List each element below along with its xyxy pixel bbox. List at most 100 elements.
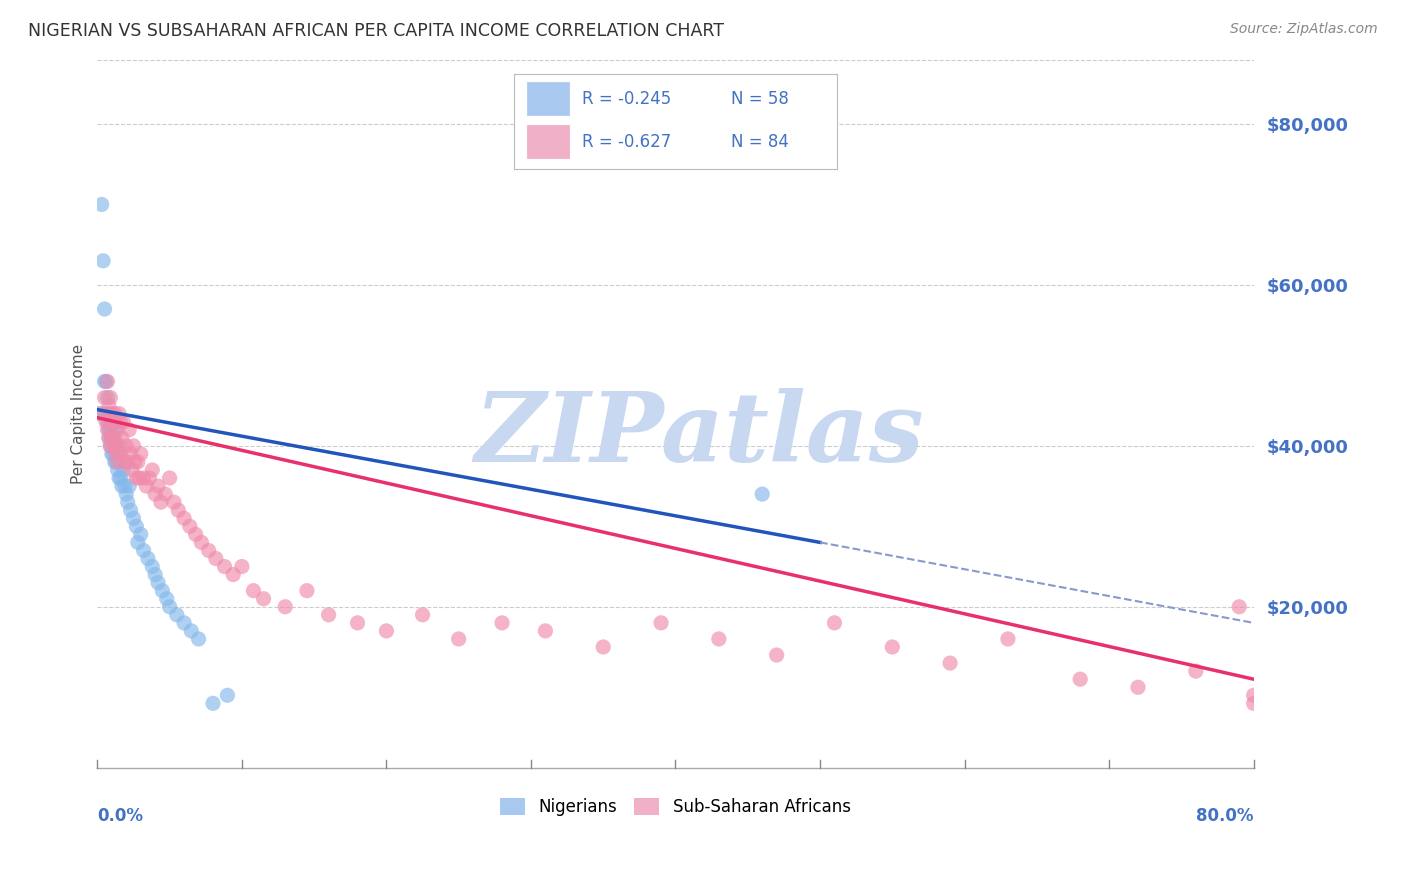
Point bbox=[997, 632, 1019, 646]
Point bbox=[103, 415, 125, 429]
Point bbox=[136, 551, 159, 566]
Point bbox=[824, 615, 846, 630]
Point bbox=[104, 455, 127, 469]
Point bbox=[1126, 680, 1149, 694]
Point bbox=[97, 399, 120, 413]
Point bbox=[90, 407, 112, 421]
Point bbox=[107, 455, 129, 469]
Point bbox=[105, 439, 128, 453]
Point bbox=[104, 431, 127, 445]
Point bbox=[129, 447, 152, 461]
Point bbox=[112, 415, 135, 429]
Point bbox=[97, 407, 120, 421]
Point bbox=[104, 439, 127, 453]
Point bbox=[111, 479, 134, 493]
Point bbox=[97, 431, 120, 445]
Point bbox=[197, 543, 219, 558]
Point bbox=[146, 575, 169, 590]
Point bbox=[231, 559, 253, 574]
Point bbox=[180, 624, 202, 638]
Point bbox=[107, 423, 129, 437]
Point bbox=[707, 632, 730, 646]
Point bbox=[295, 583, 318, 598]
Point bbox=[94, 407, 117, 421]
Point bbox=[375, 624, 398, 638]
Text: 80.0%: 80.0% bbox=[1197, 806, 1254, 824]
Point bbox=[120, 447, 142, 461]
Text: ZIPatlas: ZIPatlas bbox=[474, 388, 924, 482]
Point bbox=[110, 447, 132, 461]
Point bbox=[108, 407, 131, 421]
Point bbox=[96, 415, 118, 429]
Point bbox=[173, 511, 195, 525]
Point bbox=[173, 615, 195, 630]
Point bbox=[104, 407, 127, 421]
Point bbox=[214, 559, 236, 574]
Y-axis label: Per Capita Income: Per Capita Income bbox=[72, 343, 86, 483]
Point bbox=[101, 447, 124, 461]
Point bbox=[118, 479, 141, 493]
Point bbox=[412, 607, 434, 622]
Point bbox=[98, 423, 121, 437]
Point bbox=[132, 543, 155, 558]
Point bbox=[111, 431, 134, 445]
Point bbox=[101, 431, 124, 445]
Point bbox=[534, 624, 557, 638]
Point bbox=[222, 567, 245, 582]
Point bbox=[141, 463, 163, 477]
Point bbox=[98, 439, 121, 453]
Point bbox=[115, 487, 138, 501]
Point bbox=[118, 423, 141, 437]
Point bbox=[108, 447, 131, 461]
Point bbox=[103, 431, 125, 445]
Point bbox=[98, 415, 121, 429]
Point bbox=[107, 439, 129, 453]
Legend: Nigerians, Sub-Saharan Africans: Nigerians, Sub-Saharan Africans bbox=[494, 791, 858, 823]
Point bbox=[1243, 688, 1265, 702]
Point bbox=[121, 463, 143, 477]
Text: Source: ZipAtlas.com: Source: ZipAtlas.com bbox=[1230, 22, 1378, 37]
Point bbox=[103, 415, 125, 429]
Point bbox=[107, 463, 129, 477]
Point bbox=[93, 375, 115, 389]
Point bbox=[491, 615, 513, 630]
Point bbox=[94, 415, 117, 429]
Point bbox=[90, 197, 112, 211]
Point bbox=[129, 527, 152, 541]
Point bbox=[179, 519, 201, 533]
Point bbox=[117, 495, 139, 509]
Point bbox=[751, 487, 773, 501]
Point bbox=[87, 407, 110, 421]
Point bbox=[103, 447, 125, 461]
Point bbox=[155, 487, 177, 501]
Point bbox=[122, 511, 145, 525]
Point bbox=[1257, 721, 1279, 735]
Point bbox=[110, 455, 132, 469]
Point bbox=[96, 375, 118, 389]
Point bbox=[143, 487, 166, 501]
Point bbox=[447, 632, 470, 646]
Point bbox=[105, 447, 128, 461]
Point bbox=[114, 455, 136, 469]
Point bbox=[110, 471, 132, 485]
Point bbox=[93, 301, 115, 316]
Point bbox=[122, 439, 145, 453]
Point bbox=[103, 439, 125, 453]
Point bbox=[98, 391, 121, 405]
Point bbox=[141, 559, 163, 574]
Point bbox=[127, 455, 149, 469]
Point bbox=[274, 599, 297, 614]
Point bbox=[149, 495, 172, 509]
Point bbox=[127, 535, 149, 549]
Point bbox=[105, 455, 128, 469]
Point bbox=[112, 463, 135, 477]
Text: 0.0%: 0.0% bbox=[97, 806, 143, 824]
Point bbox=[217, 688, 239, 702]
Point bbox=[318, 607, 340, 622]
Point bbox=[242, 583, 264, 598]
Point bbox=[765, 648, 787, 662]
Point bbox=[101, 407, 124, 421]
Point bbox=[132, 471, 155, 485]
Point bbox=[252, 591, 274, 606]
Point bbox=[138, 471, 160, 485]
